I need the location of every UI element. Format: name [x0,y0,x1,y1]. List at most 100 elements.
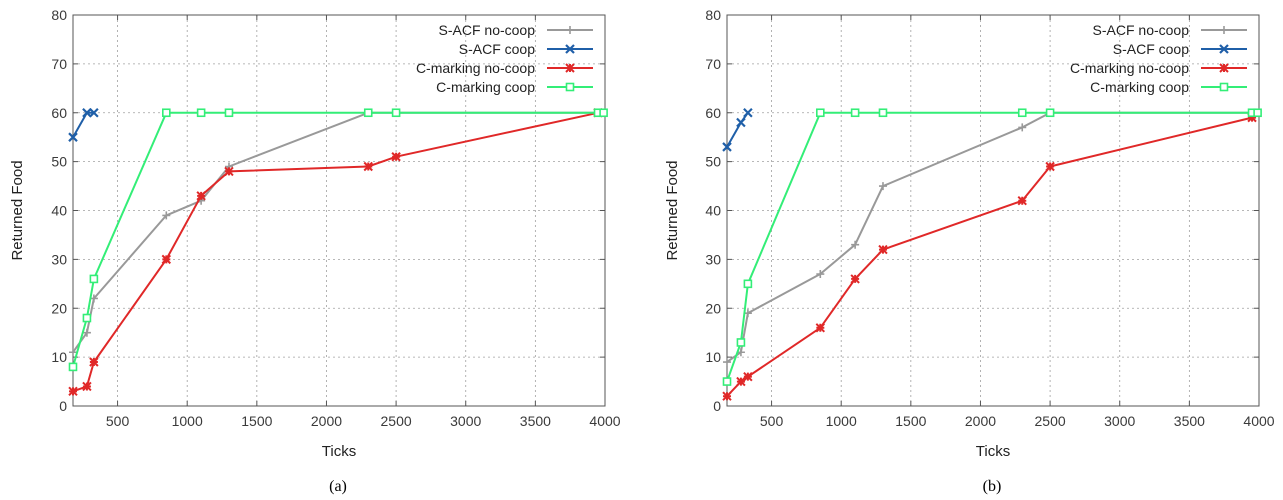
data-point [68,386,78,397]
data-point [816,108,825,118]
series-2 [68,108,603,397]
x-tick-label: 2000 [311,413,342,429]
data-point [82,107,92,118]
data-point [391,108,401,118]
legend-label: C-marking no-coop [416,60,535,76]
data-point [224,108,234,118]
legend-marker [565,63,575,73]
y-tick-label: 80 [51,7,67,23]
legend-marker [1220,26,1228,34]
series-1 [722,107,753,152]
y-tick-label: 60 [705,105,721,121]
legend-label: S-ACF no-coop [1093,22,1190,38]
data-point [736,117,746,128]
series-line [72,111,604,368]
data-point [161,254,172,265]
data-point [162,211,171,220]
data-point [68,362,78,372]
y-tick-label: 20 [51,300,67,316]
legend-label: S-ACF no-coop [439,22,536,38]
series-line [72,111,598,353]
data-point [363,161,373,172]
data-point [743,371,753,382]
data-point [82,313,92,323]
series-line [726,111,1252,363]
data-point [162,108,171,118]
x-tick-label: 2500 [381,413,412,429]
data-point [850,274,860,284]
data-point [1247,112,1257,123]
data-point [69,348,77,357]
x-tick-label: 2500 [1035,413,1066,429]
legend-label: S-ACF coop [1113,41,1189,57]
data-point [736,338,746,347]
data-point [850,108,860,118]
legend: S-ACF no-coop S-ACF coop C-marking no-coop… [1070,22,1247,95]
series-2 [722,112,1257,401]
series-3 [722,108,1262,386]
legend-marker [565,44,575,54]
legend-marker [1219,82,1229,92]
data-point [736,376,746,387]
y-tick-label: 0 [59,398,67,414]
y-tick-label: 30 [51,251,67,267]
legend-marker [1219,44,1229,54]
legend-marker [1219,63,1229,73]
y-tick-label: 70 [705,56,721,72]
data-point [1017,196,1027,206]
data-point [1045,161,1055,172]
y-tick-label: 0 [713,398,721,414]
series-line [72,111,599,393]
data-point [816,270,825,279]
x-tick-label: 4000 [1243,413,1274,429]
data-point [878,244,888,255]
x-tick-label: 4000 [589,413,620,429]
panel-caption: (a) [329,478,347,495]
chart-panel-1: 500 1000 1500 2000 2500 3000 3500 4000 0 10 20 30 40… [664,7,1275,495]
x-tick-label: 3500 [1174,413,1205,429]
data-point [878,108,888,118]
data-point [224,166,234,177]
y-tick-label: 40 [51,203,67,219]
data-point [743,279,753,289]
legend-marker [565,82,575,92]
series-line [726,116,1253,397]
data-point [89,107,99,118]
y-tick-label: 40 [705,203,721,219]
x-tick-label: 1500 [895,413,926,429]
data-point [722,391,732,401]
data-point [363,108,373,118]
data-point [722,142,732,152]
data-point [599,108,608,118]
legend-marker [566,26,574,34]
data-point [878,182,887,191]
y-tick-label: 70 [51,56,67,72]
data-point [82,328,91,337]
data-point [723,358,731,367]
data-point [196,108,206,118]
legend-label: S-ACF coop [459,41,535,57]
data-point [82,381,92,392]
legend-label: C-marking no-coop [1070,60,1189,76]
series-0 [723,108,1257,367]
legend: S-ACF no-coop S-ACF coop C-marking no-coop… [416,22,593,95]
series-0 [69,108,603,357]
x-tick-label: 2000 [965,413,996,429]
series-1 [68,107,99,142]
data-point [1018,123,1027,132]
x-tick-label: 1500 [241,413,272,429]
legend-label: C-marking coop [436,79,535,95]
x-tick-label: 500 [106,413,130,429]
chart-panel-0: 500 1000 1500 2000 2500 3000 3500 4000 0 10 20 30 40… [9,7,621,495]
x-tick-label: 3000 [1104,413,1135,429]
series-3 [68,108,608,372]
data-point [722,377,732,386]
x-tick-label: 500 [760,413,784,429]
data-point [68,132,78,142]
x-axis-title: Ticks [976,443,1010,460]
y-tick-label: 80 [705,7,721,23]
y-axis-title: Returned Food [664,160,681,260]
data-point [1045,108,1055,118]
y-tick-label: 20 [705,300,721,316]
